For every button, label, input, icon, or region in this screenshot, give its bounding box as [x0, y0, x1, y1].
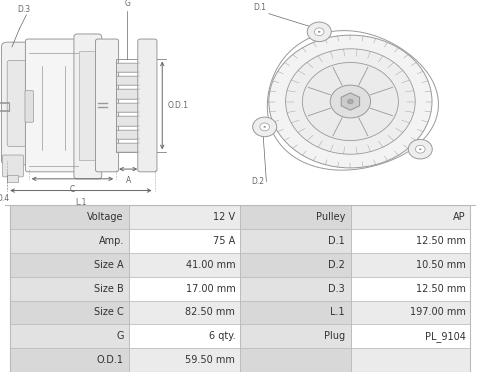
Bar — [79, 51, 96, 160]
Text: 12.50 mm: 12.50 mm — [416, 236, 466, 246]
Bar — [240, 205, 350, 229]
Text: 12 V: 12 V — [213, 212, 235, 222]
Polygon shape — [341, 93, 360, 110]
Bar — [10, 277, 130, 300]
Text: D.3: D.3 — [328, 284, 345, 294]
Text: D.1: D.1 — [328, 236, 345, 246]
Bar — [240, 253, 350, 277]
Circle shape — [307, 22, 331, 42]
Circle shape — [318, 31, 321, 33]
Circle shape — [260, 123, 269, 131]
Circle shape — [330, 85, 371, 118]
Bar — [350, 277, 470, 300]
Bar — [130, 324, 240, 348]
Bar — [10, 300, 130, 324]
FancyBboxPatch shape — [138, 39, 157, 172]
Text: G: G — [116, 331, 124, 341]
Bar — [116, 89, 140, 99]
Circle shape — [416, 145, 425, 153]
Text: G: G — [124, 0, 130, 8]
Text: 10.50 mm: 10.50 mm — [416, 260, 466, 270]
Bar — [116, 76, 140, 85]
FancyBboxPatch shape — [1, 42, 35, 165]
FancyBboxPatch shape — [2, 155, 24, 177]
Text: 41.00 mm: 41.00 mm — [186, 260, 235, 270]
Text: O.D.1: O.D.1 — [97, 355, 124, 365]
Text: Size A: Size A — [94, 260, 124, 270]
Bar — [10, 205, 130, 229]
Bar — [116, 116, 140, 126]
Text: Size C: Size C — [94, 308, 124, 317]
FancyBboxPatch shape — [7, 61, 26, 146]
Bar — [116, 129, 140, 139]
Text: 6 qty.: 6 qty. — [209, 331, 235, 341]
Bar — [350, 205, 470, 229]
Bar — [350, 324, 470, 348]
Circle shape — [269, 35, 432, 168]
Circle shape — [286, 49, 415, 154]
Bar — [240, 300, 350, 324]
Text: L.1: L.1 — [330, 308, 345, 317]
Text: 197.00 mm: 197.00 mm — [410, 308, 466, 317]
FancyBboxPatch shape — [74, 34, 102, 179]
Text: Size B: Size B — [94, 284, 124, 294]
Circle shape — [348, 99, 353, 104]
Text: D.2: D.2 — [251, 177, 264, 186]
Bar — [10, 348, 130, 372]
Text: C: C — [70, 185, 75, 194]
Text: 82.50 mm: 82.50 mm — [185, 308, 235, 317]
Circle shape — [252, 117, 276, 136]
Bar — [240, 324, 350, 348]
Bar — [116, 59, 140, 152]
Bar — [130, 253, 240, 277]
Text: L.1: L.1 — [75, 197, 86, 206]
Text: PL_9104: PL_9104 — [425, 331, 466, 342]
Text: Voltage: Voltage — [87, 212, 124, 222]
Text: 59.50 mm: 59.50 mm — [185, 355, 235, 365]
Text: Pulley: Pulley — [315, 212, 345, 222]
FancyBboxPatch shape — [25, 91, 34, 122]
Bar — [350, 348, 470, 372]
Bar — [130, 348, 240, 372]
FancyBboxPatch shape — [25, 39, 81, 172]
Text: 75 A: 75 A — [213, 236, 235, 246]
Circle shape — [302, 62, 398, 141]
Text: O.D.1: O.D.1 — [168, 101, 189, 110]
Bar — [130, 205, 240, 229]
Circle shape — [408, 139, 432, 159]
Bar — [10, 229, 130, 253]
Bar — [10, 253, 130, 277]
Bar — [350, 300, 470, 324]
Text: D.1: D.1 — [253, 3, 266, 12]
Text: AP: AP — [453, 212, 466, 222]
Text: 17.00 mm: 17.00 mm — [186, 284, 235, 294]
Circle shape — [314, 28, 324, 36]
Bar — [130, 277, 240, 300]
Circle shape — [419, 148, 421, 150]
Text: 12.50 mm: 12.50 mm — [416, 284, 466, 294]
FancyBboxPatch shape — [96, 39, 119, 172]
Bar — [240, 348, 350, 372]
Bar — [116, 103, 140, 112]
Bar — [130, 300, 240, 324]
Bar — [130, 229, 240, 253]
Bar — [350, 229, 470, 253]
Text: D.3: D.3 — [17, 5, 30, 14]
Text: Plug: Plug — [324, 331, 345, 341]
Text: Amp.: Amp. — [98, 236, 124, 246]
Bar — [10, 324, 130, 348]
Text: D.4: D.4 — [0, 194, 9, 203]
Bar — [240, 277, 350, 300]
Bar — [116, 62, 140, 72]
Bar — [350, 253, 470, 277]
Circle shape — [264, 126, 266, 128]
Bar — [7, 174, 18, 182]
Text: A: A — [126, 176, 131, 185]
Bar — [116, 143, 140, 152]
Text: D.2: D.2 — [328, 260, 345, 270]
Bar — [240, 229, 350, 253]
